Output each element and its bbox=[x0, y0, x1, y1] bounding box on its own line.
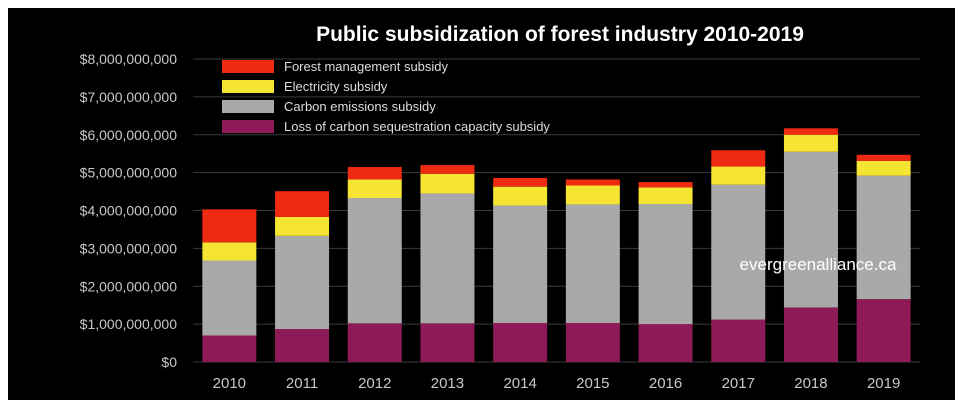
bar-segment bbox=[493, 186, 548, 206]
x-tick-label: 2011 bbox=[286, 375, 318, 392]
bar-segment bbox=[711, 166, 766, 185]
bar-segment bbox=[275, 216, 330, 236]
chart-title: Public subsidization of forest industry … bbox=[316, 23, 804, 46]
bar-segment bbox=[638, 324, 693, 362]
bar-segment bbox=[202, 260, 257, 336]
legend-swatch bbox=[222, 60, 274, 73]
bar-segment bbox=[347, 166, 402, 180]
bar-segment bbox=[202, 242, 257, 261]
x-tick-label: 2014 bbox=[503, 375, 536, 392]
bar-segment bbox=[856, 175, 911, 300]
bar-segment bbox=[420, 323, 475, 362]
bar-segment bbox=[711, 150, 766, 167]
bar-segment bbox=[565, 179, 620, 186]
bar-segment bbox=[856, 299, 911, 362]
legend-label: Loss of carbon sequestration capacity su… bbox=[284, 119, 550, 134]
x-tick-label: 2017 bbox=[722, 375, 755, 392]
x-tick-label: 2016 bbox=[649, 375, 682, 392]
legend-swatch bbox=[222, 100, 274, 113]
legend-label: Carbon emissions subsidy bbox=[284, 99, 436, 114]
x-tick-label: 2018 bbox=[794, 375, 827, 392]
x-tick-label: 2019 bbox=[867, 375, 900, 392]
bar-segment bbox=[493, 205, 548, 323]
y-axis: $0 $1,000,000,000 $2,000,000,000 $3,000,000… bbox=[80, 51, 178, 370]
bar-segment bbox=[711, 319, 766, 362]
bar-segment bbox=[347, 198, 402, 324]
x-tick-label: 2010 bbox=[213, 375, 246, 392]
x-tick-label: 2013 bbox=[431, 375, 464, 392]
bar-segment bbox=[711, 184, 766, 320]
y-tick-label: $1,000,000,000 bbox=[80, 316, 178, 332]
legend-swatch bbox=[222, 80, 274, 93]
bar-segment bbox=[638, 204, 693, 325]
bar-segment bbox=[202, 335, 257, 362]
y-tick-label: $6,000,000,000 bbox=[80, 127, 178, 143]
bar-segment bbox=[347, 179, 402, 199]
bar-segment bbox=[275, 191, 330, 217]
bar-segment bbox=[783, 128, 838, 135]
bar-segment bbox=[565, 185, 620, 205]
bar-segment bbox=[493, 322, 548, 362]
x-tick-label: 2012 bbox=[358, 375, 391, 392]
x-axis: 2010 2011 2012 2013 2014 2015 2016 2017 2018 2019 bbox=[213, 375, 901, 392]
bar-segment bbox=[783, 307, 838, 362]
bars bbox=[202, 128, 911, 362]
bar-segment bbox=[275, 329, 330, 362]
bar-segment bbox=[783, 151, 838, 308]
bar-segment bbox=[493, 177, 548, 187]
bar-segment bbox=[420, 193, 475, 324]
x-tick-label: 2015 bbox=[576, 375, 609, 392]
bar-segment bbox=[856, 154, 911, 161]
y-tick-label: $5,000,000,000 bbox=[80, 165, 178, 181]
bar-segment bbox=[565, 322, 620, 362]
watermark: evergreenalliance.ca bbox=[740, 255, 897, 274]
bar-segment bbox=[783, 134, 838, 152]
legend: Forest management subsidy Electricity sub… bbox=[222, 59, 550, 134]
bar-segment bbox=[638, 187, 693, 205]
y-tick-label: $8,000,000,000 bbox=[80, 51, 178, 67]
y-tick-label: $3,000,000,000 bbox=[80, 240, 178, 256]
y-tick-label: $7,000,000,000 bbox=[80, 89, 178, 105]
bar-segment bbox=[420, 173, 475, 194]
legend-label: Electricity subsidy bbox=[284, 79, 388, 94]
legend-swatch bbox=[222, 120, 274, 133]
y-tick-label: $2,000,000,000 bbox=[80, 278, 178, 294]
bar-segment bbox=[565, 204, 620, 323]
bar-segment bbox=[347, 323, 402, 362]
y-tick-label: $4,000,000,000 bbox=[80, 203, 178, 219]
bar-segment bbox=[638, 182, 693, 188]
bar-segment bbox=[275, 235, 330, 330]
bar-segment bbox=[420, 165, 475, 174]
legend-label: Forest management subsidy bbox=[284, 59, 449, 74]
bar-segment bbox=[856, 160, 911, 176]
bar-segment bbox=[202, 209, 257, 243]
y-tick-label: $0 bbox=[161, 354, 177, 370]
